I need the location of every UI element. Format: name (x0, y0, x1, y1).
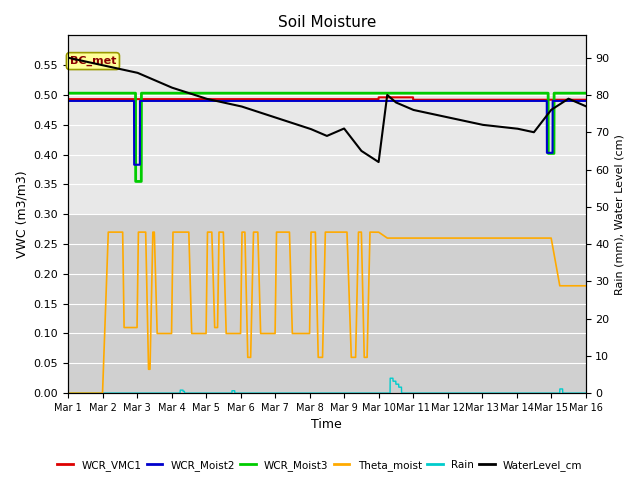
Y-axis label: VWC (m3/m3): VWC (m3/m3) (15, 170, 28, 258)
Legend: WCR_VMC1, WCR_Moist2, WCR_Moist3, Theta_moist, Rain, WaterLevel_cm: WCR_VMC1, WCR_Moist2, WCR_Moist3, Theta_… (53, 456, 587, 475)
Bar (68, 214, 586, 393)
Title: Soil Moisture: Soil Moisture (278, 15, 376, 30)
Bar (68, 36, 586, 214)
Text: BC_met: BC_met (70, 56, 116, 66)
X-axis label: Time: Time (312, 419, 342, 432)
Y-axis label: Rain (mm), Water Level (cm): Rain (mm), Water Level (cm) (615, 134, 625, 295)
